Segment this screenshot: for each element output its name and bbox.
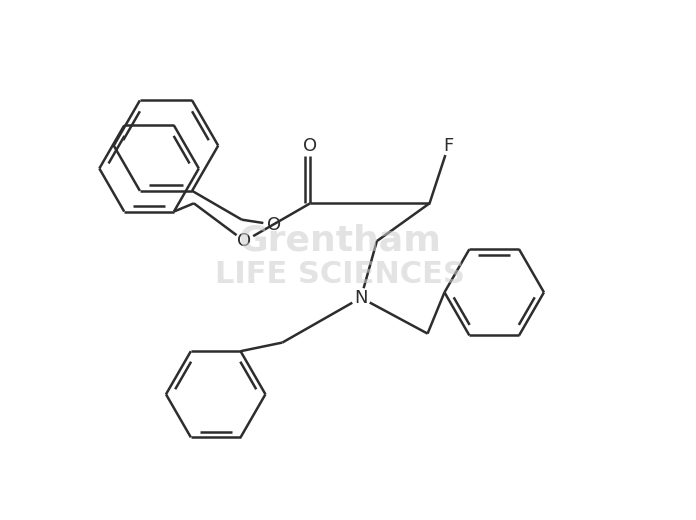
Text: F: F: [443, 137, 454, 154]
Text: O: O: [267, 216, 281, 233]
Text: Grentham: Grentham: [239, 223, 441, 257]
Text: O: O: [303, 137, 317, 154]
Text: LIFE SCIENCES: LIFE SCIENCES: [215, 261, 465, 290]
Text: O: O: [237, 232, 252, 250]
Text: N: N: [354, 289, 367, 307]
